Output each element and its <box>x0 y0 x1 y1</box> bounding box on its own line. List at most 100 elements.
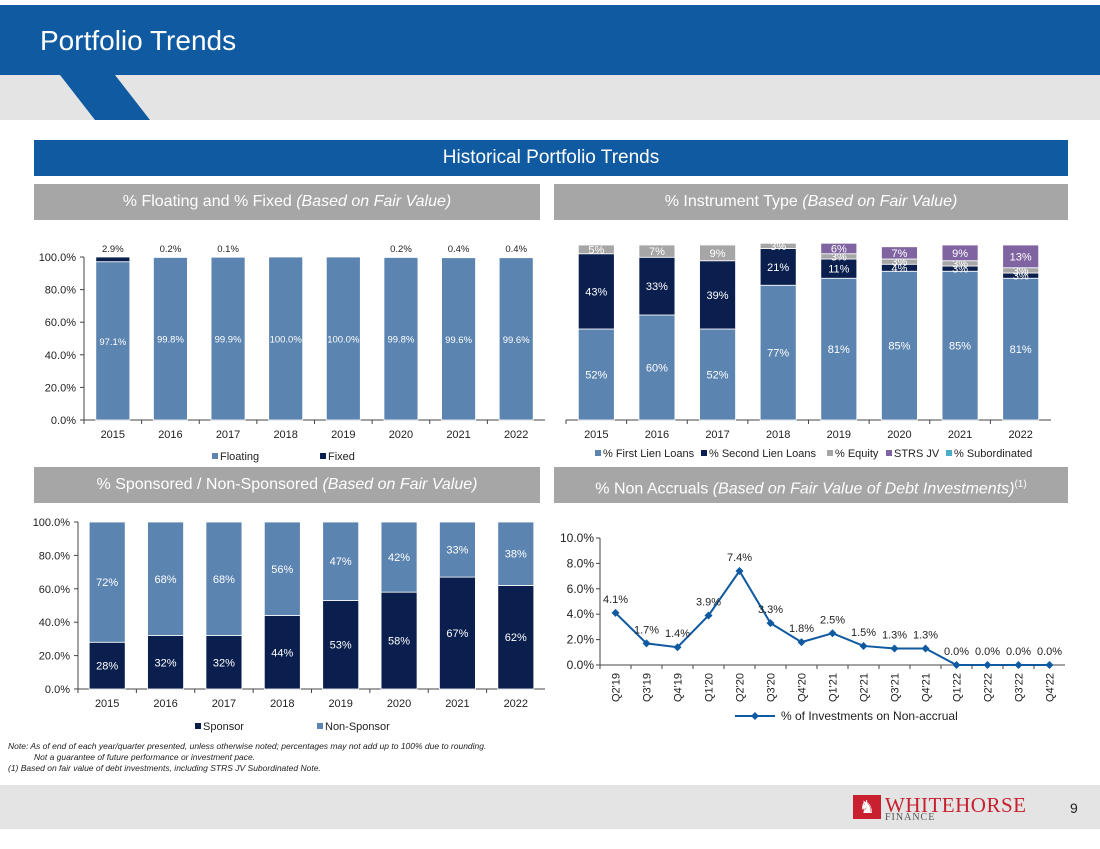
header: Portfolio Trends <box>0 0 1100 120</box>
x-tick-label: 2020 <box>389 429 413 441</box>
panel-title-accruals-text: % Non Accruals <box>595 480 713 498</box>
y-tick-label: 60.0% <box>39 584 70 596</box>
data-label: 9% <box>710 248 726 260</box>
data-label: 99.9% <box>215 335 242 346</box>
note-line: Note: As of end of each year/quarter pre… <box>8 741 487 751</box>
x-tick-label: Q4'20 <box>797 673 809 702</box>
legend-swatch <box>320 453 326 459</box>
x-tick-label: Q2'21 <box>859 673 871 702</box>
bar--equity <box>577 244 615 255</box>
bar--first-lien-loans <box>881 270 918 421</box>
y-tick-label: 8.0% <box>567 556 595 570</box>
bar-strs-jv <box>1002 244 1040 269</box>
data-point <box>890 644 899 653</box>
data-point <box>983 661 992 669</box>
bar-non-sponsor <box>497 521 535 586</box>
data-label: 3% <box>1013 271 1029 283</box>
data-label: 7% <box>649 246 665 258</box>
x-tick-label: 2022 <box>1008 429 1032 441</box>
bar-sponsor <box>147 635 184 690</box>
x-tick-label: 2022 <box>504 698 528 710</box>
data-label: 32% <box>213 657 235 669</box>
data-label: 5% <box>588 244 604 256</box>
header-chevron <box>60 75 150 120</box>
page-number: 9 <box>1070 800 1078 816</box>
data-point <box>797 638 806 647</box>
bar-floating <box>95 261 131 421</box>
panel-title-sponsored-note: (Based on Fair Value) <box>322 476 478 493</box>
x-tick-label: Q4'22 <box>1045 673 1057 702</box>
data-label: 62% <box>505 632 527 644</box>
panel-title-instrument: % Instrument Type (Based on Fair Value) <box>554 184 1068 220</box>
x-tick-label: 2016 <box>153 698 177 710</box>
x-tick-label: Q4'19 <box>673 673 685 702</box>
page-title: Portfolio Trends <box>40 25 237 56</box>
data-label: 77% <box>767 348 789 360</box>
bar-non-sponsor <box>322 521 360 601</box>
data-label: 3% <box>952 258 968 270</box>
chevron-shape <box>60 75 150 120</box>
chart-instrument-type: 2015 52% 43% 5% 2016 60% 33% 7% 2017 52% 39% 9% 2018… <box>565 241 1051 460</box>
panel-title-accruals: % Non Accruals (Based on Fair Value of D… <box>554 467 1068 503</box>
x-tick-label: Q2'19 <box>611 673 623 702</box>
legend-swatch <box>946 450 952 456</box>
note-line: Not a guarantee of future performance or… <box>34 752 256 762</box>
data-label: 4.1% <box>603 594 628 606</box>
bar--first-lien-loans <box>759 284 797 421</box>
data-point <box>611 608 620 617</box>
data-point <box>1045 661 1054 669</box>
data-label: 4% <box>891 263 907 275</box>
data-label: 3.9% <box>696 596 721 608</box>
x-tick-label: 2015 <box>584 429 608 441</box>
x-tick-label: Q1'21 <box>828 673 840 702</box>
x-tick-label: 2020 <box>387 698 411 710</box>
legend-swatch <box>595 450 601 456</box>
data-point <box>828 629 837 638</box>
y-tick-label: 2.0% <box>567 633 595 647</box>
data-label: 13% <box>1010 251 1032 263</box>
legend-label: Floating <box>220 451 259 463</box>
data-label: 2.5% <box>820 614 845 626</box>
y-tick-label: 0.0% <box>567 658 595 672</box>
x-tick-label: 2021 <box>445 698 469 710</box>
bar-sponsor <box>497 585 535 690</box>
horse-icon: ♞ <box>853 795 881 819</box>
data-label: 3% <box>831 251 847 263</box>
x-tick-label: Q4'21 <box>921 673 933 702</box>
logo-name: WHITEHORSE <box>885 793 1027 817</box>
data-label: 32% <box>155 657 177 669</box>
y-tick-label: 80.0% <box>39 550 70 562</box>
bar--first-lien-loans <box>941 270 979 421</box>
x-tick-label: Q3'19 <box>642 673 654 702</box>
y-tick-label: 60.0% <box>45 317 76 329</box>
y-tick-label: 0.0% <box>45 684 70 696</box>
panel-title-accruals-note: (Based on Fair Value of Debt Investments… <box>712 480 1015 498</box>
legend-swatch <box>827 450 833 456</box>
x-tick-label: Q1'22 <box>952 673 964 702</box>
bar-sponsor <box>205 635 243 690</box>
x-tick-label: Q2'20 <box>735 673 747 702</box>
data-label: 33% <box>646 281 668 293</box>
data-point <box>859 641 868 650</box>
y-tick-label: 20.0% <box>45 382 76 394</box>
y-tick-label: 80.0% <box>45 285 76 297</box>
data-label: 99.8% <box>157 335 184 346</box>
bar-sponsor <box>88 641 126 690</box>
x-tick-label: Q2'22 <box>983 673 995 702</box>
bar-fixed <box>498 256 534 259</box>
header-band <box>0 75 1100 120</box>
legend-label: % Equity <box>835 448 879 460</box>
bar-non-sponsor <box>263 521 301 616</box>
bar-non-sponsor <box>88 521 126 643</box>
bar-strs-jv <box>941 244 979 262</box>
data-label: 38% <box>505 549 527 561</box>
y-tick-label: 20.0% <box>39 651 70 663</box>
data-label: 1.3% <box>882 629 907 641</box>
data-label: 0.0% <box>1037 646 1062 658</box>
data-label: 0.4% <box>505 244 527 255</box>
data-label: 58% <box>388 636 410 648</box>
panel-title-floating: % Floating and % Fixed (Based on Fair Va… <box>34 184 540 220</box>
data-label: 2.9% <box>102 244 124 255</box>
data-label: 33% <box>446 545 468 557</box>
data-label: 7% <box>891 248 907 260</box>
